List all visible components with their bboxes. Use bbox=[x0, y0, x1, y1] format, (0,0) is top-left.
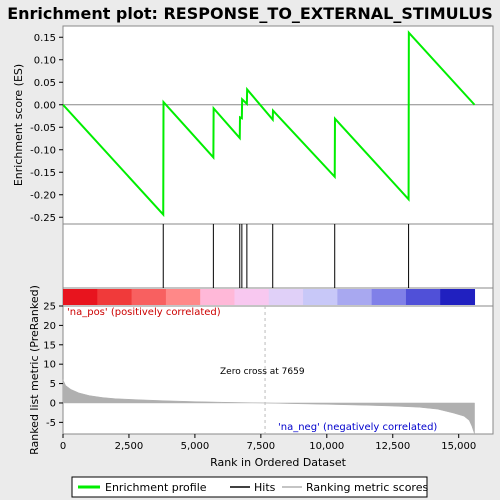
color-band-9 bbox=[371, 289, 407, 305]
x-axis: 0 2,500 5,000 7,500 10,000 12,500 15,000 bbox=[60, 434, 476, 452]
hits-panel bbox=[62, 223, 494, 289]
color-band-0 bbox=[63, 289, 98, 305]
color-band-11 bbox=[440, 289, 476, 305]
x-tick-label-0: 0 bbox=[60, 441, 66, 452]
legend-es-label: Enrichment profile bbox=[105, 481, 207, 494]
chart-title: Enrichment plot: RESPONSE_TO_EXTERNAL_ST… bbox=[7, 4, 493, 23]
x-tick-label-6: 15,000 bbox=[441, 441, 476, 452]
metric-tick-label-2: 15 bbox=[43, 340, 56, 351]
x-tick-label-1: 2,500 bbox=[115, 441, 144, 452]
es-tick-label-7: -0.20 bbox=[30, 190, 56, 201]
color-bands bbox=[63, 289, 476, 305]
es-tick-label-0: 0.15 bbox=[34, 33, 56, 44]
es-panel bbox=[62, 25, 494, 225]
metric-tick-label-6: -5 bbox=[46, 418, 56, 429]
neg-label: 'na_neg' (negatively correlated) bbox=[278, 422, 437, 433]
metric-axis: 25 20 15 10 5 0 -5 bbox=[43, 302, 63, 429]
x-axis-label: Rank in Ordered Dataset bbox=[210, 456, 347, 469]
metric-tick-label-0: 25 bbox=[43, 302, 56, 313]
color-band-3 bbox=[165, 289, 201, 305]
legend-hits-label: Hits bbox=[254, 481, 276, 494]
es-tick-label-6: -0.15 bbox=[30, 168, 56, 179]
color-band-4 bbox=[200, 289, 235, 305]
es-axis-label: Enrichment score (ES) bbox=[12, 64, 25, 186]
x-tick-label-3: 7,500 bbox=[247, 441, 276, 452]
es-tick-label-1: 0.10 bbox=[34, 55, 56, 66]
zero-cross-label: Zero cross at 7659 bbox=[220, 367, 305, 377]
es-tick-label-8: -0.25 bbox=[30, 213, 56, 224]
x-tick-label-2: 5,000 bbox=[181, 441, 210, 452]
es-group bbox=[62, 30, 493, 218]
color-band-2 bbox=[131, 289, 167, 305]
legend-metric-label: Ranking metric scores bbox=[306, 481, 428, 494]
metric-tick-label-5: 0 bbox=[50, 398, 56, 409]
es-axis: 0.15 0.10 0.05 0.00 -0.05 -0.10 -0.15 -0.20 -0.2… bbox=[30, 33, 63, 224]
color-band-10 bbox=[405, 289, 441, 305]
metric-tick-label-4: 5 bbox=[50, 379, 56, 390]
metric-axis-label: Ranked list metric (PreRanked) bbox=[28, 285, 41, 455]
es-tick-label-5: -0.10 bbox=[30, 145, 56, 156]
metric-tick-label-1: 20 bbox=[43, 321, 56, 332]
x-tick-label-5: 12,500 bbox=[375, 441, 410, 452]
es-tick-label-2: 0.05 bbox=[34, 78, 56, 89]
metric-group bbox=[62, 306, 475, 435]
es-tick-label-4: -0.05 bbox=[30, 123, 56, 134]
metric-panel bbox=[62, 305, 494, 435]
hits-group bbox=[162, 224, 410, 288]
color-band-7 bbox=[303, 289, 338, 305]
color-band-5 bbox=[234, 289, 270, 305]
x-tick-label-4: 10,000 bbox=[309, 441, 344, 452]
color-band-1 bbox=[97, 289, 133, 305]
color-band-8 bbox=[337, 289, 373, 305]
es-profile-line bbox=[62, 30, 476, 218]
pos-label: 'na_pos' (positively correlated) bbox=[67, 307, 221, 318]
color-band-6 bbox=[268, 289, 304, 305]
metric-tick-label-3: 10 bbox=[43, 360, 56, 371]
es-tick-label-3: 0.00 bbox=[34, 100, 56, 111]
